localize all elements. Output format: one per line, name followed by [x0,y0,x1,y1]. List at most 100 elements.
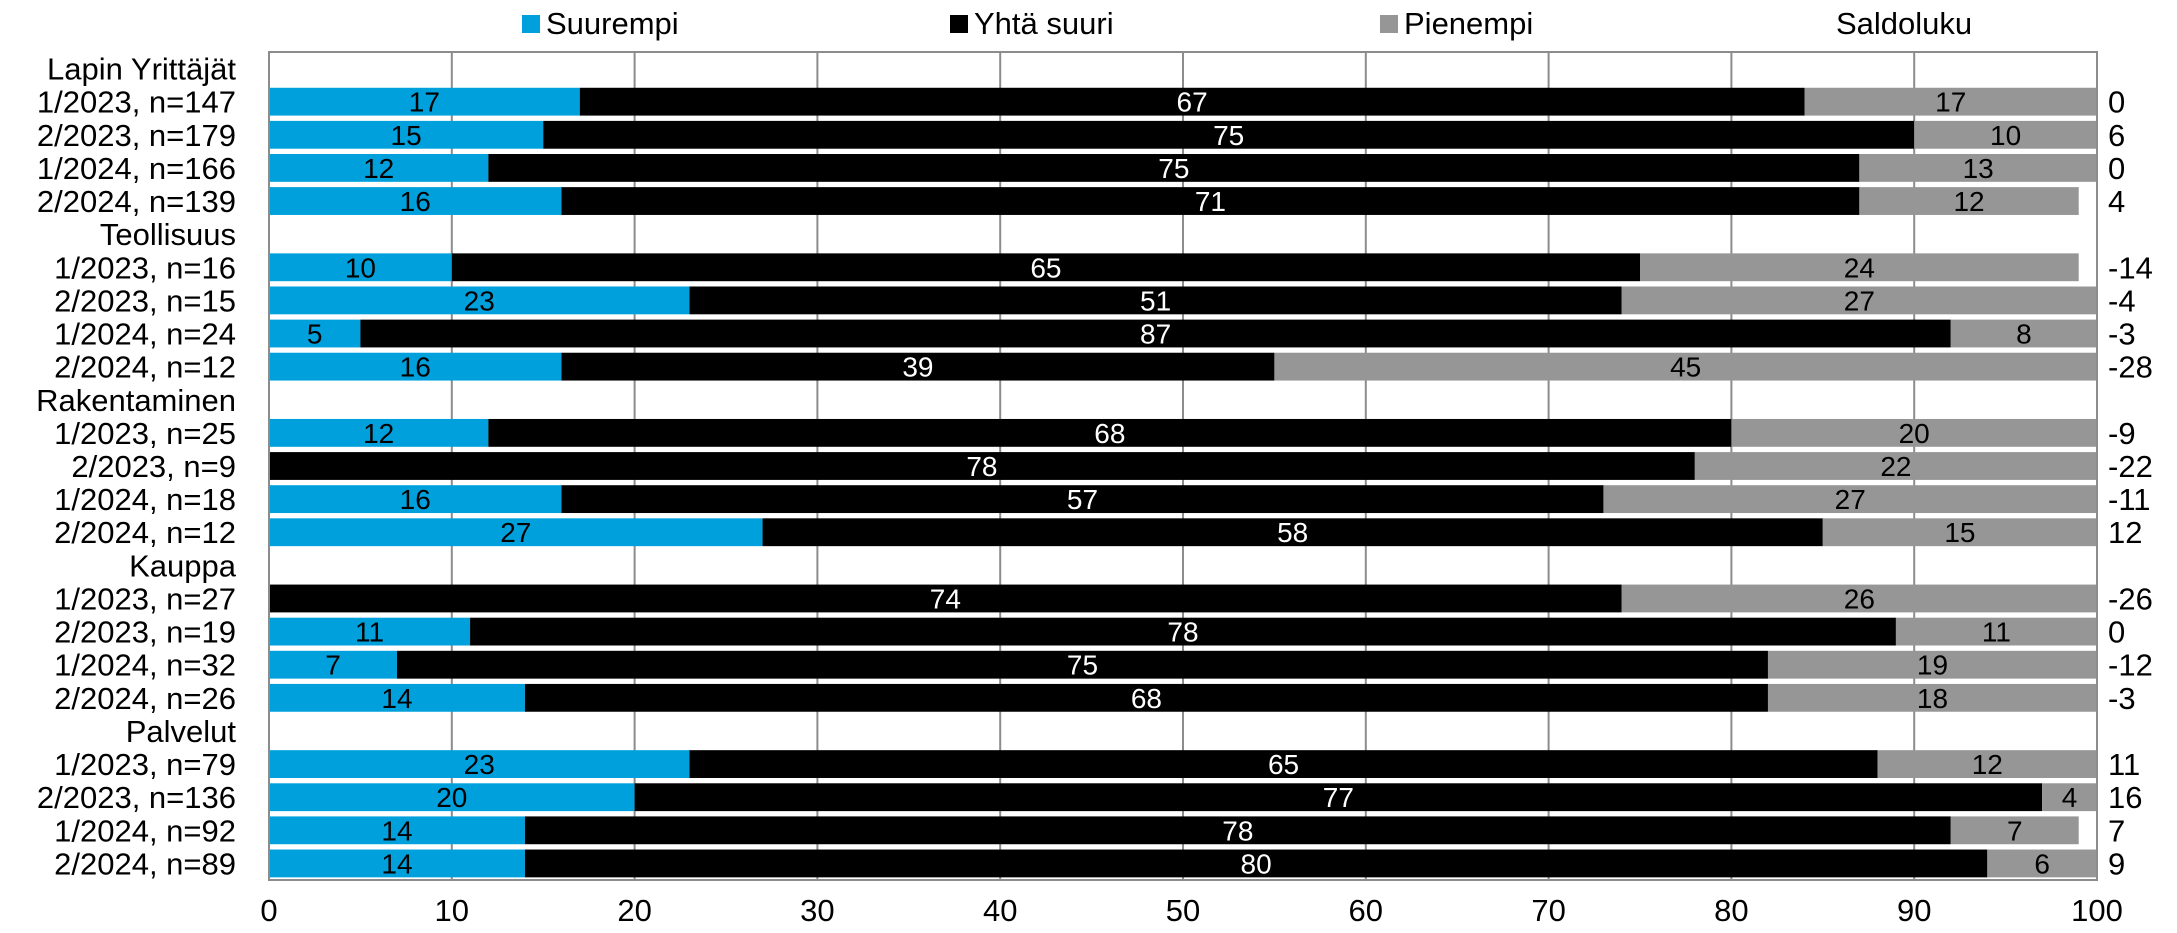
data-label-yht-suuri-row-23: 78 [1222,815,1253,846]
data-label-suurempi-row-21: 23 [464,749,495,780]
saldo-label-row-13: -11 [2108,482,2151,517]
bar-suurempi-row-7 [269,286,690,315]
bar-suurempi-row-22 [269,783,635,812]
bar-pienempi-row-4 [1859,187,2079,215]
row-label-9: 2/2024, n=12 [54,350,236,385]
row-label-21: 1/2023, n=79 [54,747,236,782]
bar-suurempi-row-1 [269,87,580,116]
data-label-yht-suuri-row-12: 78 [966,451,997,482]
bar-pienempi-row-12 [1694,452,2097,480]
data-label-pienempi-row-2: 10 [1990,120,2021,151]
legend-item-pienempi: Pienempi [1380,6,1533,42]
saldo-label-row-3: 0 [2108,151,2125,186]
data-label-yht-suuri-row-19: 68 [1131,683,1162,714]
bar-pienempi-row-14 [1822,518,2097,547]
data-label-pienempi-row-16: 26 [1844,583,1875,614]
plot-border [268,51,2098,881]
data-label-pienempi-row-21: 12 [1972,749,2003,780]
row-label-11: 1/2023, n=25 [54,416,236,451]
data-label-yht-suuri-row-2: 75 [1213,120,1244,151]
data-label-yht-suuri-row-3: 75 [1158,153,1189,184]
data-label-yht-suuri-row-1: 67 [1177,87,1208,118]
data-label-suurempi-row-6: 10 [345,252,376,283]
data-label-pienempi-row-8: 8 [2016,319,2032,350]
row-label-1: 1/2023, n=147 [37,85,236,120]
data-label-suurempi-row-14: 27 [500,517,531,548]
data-label-pienempi-row-4: 12 [1953,186,1984,217]
bar-suurempi-row-11 [269,418,489,447]
data-label-pienempi-row-7: 27 [1844,285,1875,316]
row-label-18: 1/2024, n=32 [54,648,236,683]
bar-pienempi-row-11 [1731,418,2097,447]
group-label-teollisuus: Teollisuus [100,217,236,252]
data-label-yht-suuri-row-13: 57 [1067,484,1098,515]
saldo-label-row-17: 0 [2108,615,2125,650]
data-label-pienempi-row-23: 7 [2007,815,2023,846]
x-tick-label-80: 80 [1714,893,1748,928]
row-label-16: 1/2023, n=27 [54,581,236,616]
data-label-suurempi-row-18: 7 [325,650,341,681]
x-tick-label-70: 70 [1531,893,1565,928]
data-label-pienempi-row-6: 24 [1844,252,1875,283]
bar-suurempi-row-14 [269,518,763,547]
bar-suurempi-row-17 [269,617,471,646]
saldo-label-row-7: -4 [2108,283,2136,318]
bar-suurempi-row-9 [269,352,562,381]
data-label-yht-suuri-row-18: 75 [1067,650,1098,681]
bar-yht-suuri-row-21 [689,750,1878,778]
row-label-2: 2/2023, n=179 [37,118,236,153]
saldo-label-row-4: 4 [2108,184,2125,219]
bar-yht-suuri-row-22 [634,783,2043,812]
bar-suurempi-row-3 [269,154,489,182]
bar-yht-suuri-row-1 [579,87,1805,116]
legend-item-suurempi: Suurempi [522,6,679,42]
bar-suurempi-row-2 [269,120,544,149]
saldo-label-row-21: 11 [2108,747,2140,782]
bar-yht-suuri-row-23 [524,816,1951,845]
data-label-suurempi-row-24: 14 [381,848,412,879]
bar-suurempi-row-19 [269,683,525,712]
data-label-yht-suuri-row-24: 80 [1241,848,1272,879]
legend-label-pienempi: Pienempi [1404,6,1534,41]
data-label-yht-suuri-row-8: 87 [1140,319,1171,350]
saldo-label-row-1: 0 [2108,85,2125,120]
bar-pienempi-row-18 [1767,650,2097,679]
data-label-pienempi-row-14: 15 [1944,517,1975,548]
legend-label-yhta-suuri: Yhtä suuri [974,6,1114,41]
legend-swatch-pienempi [1380,15,1398,33]
data-label-suurempi-row-19: 14 [381,683,412,714]
data-label-yht-suuri-row-6: 65 [1030,252,1061,283]
bar-yht-suuri-row-12 [269,452,1695,480]
legend-label-suurempi: Suurempi [546,6,679,41]
bar-yht-suuri-row-4 [561,187,1860,215]
data-label-yht-suuri-row-21: 65 [1268,749,1299,780]
x-tick-label-10: 10 [435,893,469,928]
legend-swatch-suurempi [522,15,540,33]
data-label-suurempi-row-8: 5 [307,319,323,350]
bar-suurempi-row-4 [269,187,562,215]
saldo-label-row-23: 7 [2108,813,2125,848]
bar-pienempi-row-13 [1603,485,2097,514]
saldo-label-row-8: -3 [2108,317,2136,352]
bar-pienempi-row-1 [1804,87,2097,116]
row-label-19: 2/2024, n=26 [54,681,236,716]
saldo-label-row-16: -26 [2108,581,2153,616]
bar-pienempi-row-17 [1895,617,2097,646]
data-label-yht-suuri-row-22: 77 [1323,782,1354,813]
bar-suurempi-row-18 [269,650,397,679]
bar-pienempi-row-19 [1767,683,2097,712]
data-label-yht-suuri-row-9: 39 [902,352,933,383]
row-label-24: 2/2024, n=89 [54,846,236,881]
bar-pienempi-row-3 [1859,154,2097,182]
data-label-suurempi-row-9: 16 [400,352,431,383]
row-label-12: 2/2023, n=9 [71,449,236,484]
saldo-label-row-18: -12 [2108,648,2153,683]
bar-yht-suuri-row-24 [524,849,1988,878]
bar-pienempi-row-16 [1621,584,2097,613]
x-tick-label-60: 60 [1349,893,1383,928]
bar-yht-suuri-row-8 [360,319,1951,348]
row-label-14: 2/2024, n=12 [54,515,236,550]
saldo-label-row-11: -9 [2108,416,2136,451]
x-tick-label-90: 90 [1897,893,1931,928]
data-label-pienempi-row-13: 27 [1835,484,1866,515]
